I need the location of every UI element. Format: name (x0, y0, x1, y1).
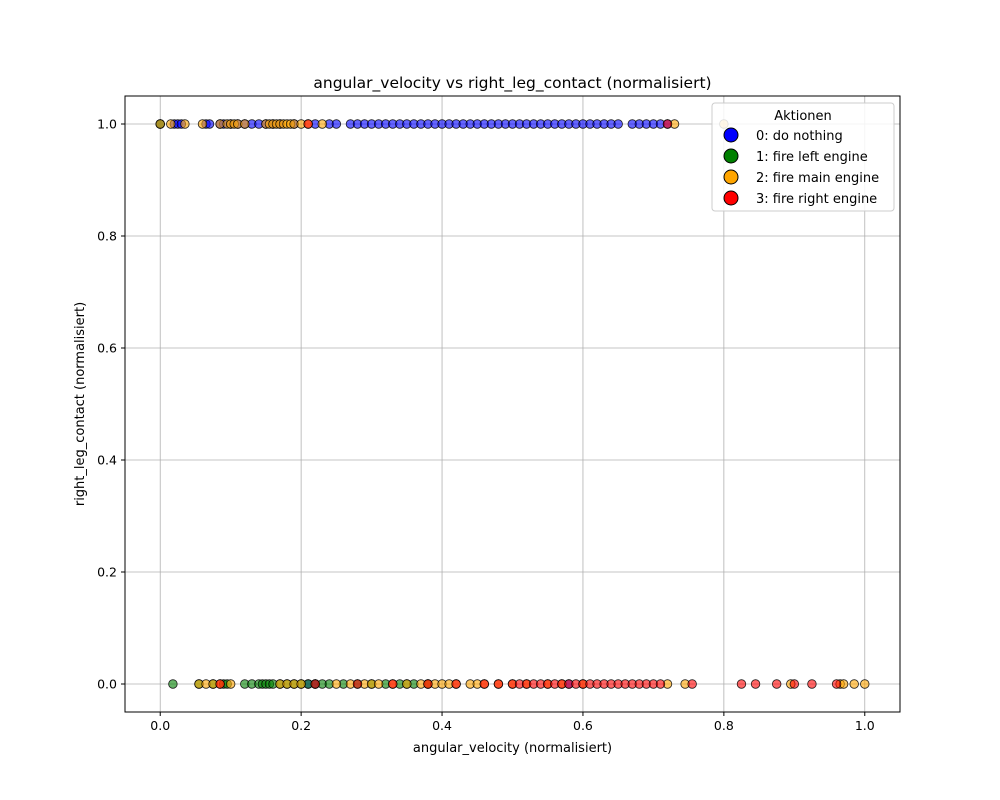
legend-marker-3 (723, 190, 739, 206)
x-tick-label: 0.6 (573, 718, 593, 733)
legend-marker-1 (723, 148, 739, 164)
legend-label-2: 2: fire main engine (756, 171, 879, 186)
data-point-series-3 (789, 679, 800, 689)
data-point-series-3 (750, 679, 761, 689)
y-tick-label: 0.4 (97, 453, 117, 468)
x-tick-label: 0.0 (150, 718, 170, 733)
data-point-series-3 (215, 679, 225, 689)
data-point-series-3 (687, 679, 697, 689)
data-point-series-2 (155, 119, 165, 129)
y-tick-label: 0.8 (97, 229, 117, 244)
y-tick-label: 0.2 (97, 565, 117, 580)
data-point-series-3 (451, 679, 461, 689)
data-point-series-3 (807, 679, 817, 689)
x-tick-label: 0.4 (432, 718, 452, 733)
y-tick-label: 1.0 (97, 117, 117, 132)
y-tick-label: 0.0 (97, 677, 117, 692)
legend: Aktionen 0: do nothing 1: fire left engi… (711, 102, 895, 212)
data-point-series-3 (352, 679, 363, 689)
legend-box (711, 102, 895, 212)
plot-frame (124, 95, 901, 713)
data-point-series-3 (655, 679, 666, 689)
data-point-series-1 (168, 679, 178, 689)
data-point-series-2 (317, 119, 327, 129)
y-tick-label: 0.6 (97, 341, 117, 356)
data-point-series-3 (388, 679, 398, 689)
data-points (155, 119, 870, 689)
chart-title: angular_velocity vs right_leg_contact (n… (313, 74, 711, 93)
data-point-series-2 (296, 679, 306, 689)
x-axis-label: angular_velocity (normalisiert) (413, 741, 612, 756)
data-point-series-3 (831, 679, 842, 689)
data-point-series-2 (402, 679, 412, 689)
grid (125, 96, 900, 712)
legend-label-3: 3: fire right engine (756, 192, 877, 207)
y-axis-label: right_leg_contact (normalisiert) (73, 302, 88, 506)
data-point-series-0 (613, 119, 623, 129)
legend-label-0: 0: do nothing (756, 129, 843, 144)
data-point-series-3 (493, 679, 504, 689)
data-point-series-3 (479, 679, 490, 689)
data-point-series-2 (849, 679, 859, 689)
x-tick-label: 0.2 (291, 718, 311, 733)
legend-label-1: 1: fire left engine (756, 150, 868, 165)
data-point-series-3 (310, 679, 320, 689)
data-point-series-3 (303, 119, 313, 129)
legend-title: Aktionen (774, 109, 832, 124)
legend-marker-0 (723, 127, 739, 143)
x-tick-label: 0.8 (714, 718, 734, 733)
data-point-series-2 (180, 119, 190, 129)
data-point-series-3 (423, 679, 433, 689)
data-point-series-3 (772, 679, 782, 689)
data-point-series-2 (197, 119, 208, 129)
legend-marker-2 (723, 169, 739, 185)
x-tick-label: 1.0 (855, 718, 875, 733)
axis-ticks: 0.0 0.2 0.4 0.6 0.8 1.0 0.0 0.2 0.4 0.6 0.8 1.0 (97, 117, 875, 734)
data-point-series-2 (240, 119, 250, 129)
data-point-series-2 (860, 679, 870, 689)
data-point-series-2 (331, 679, 342, 689)
data-point-series-3 (662, 119, 673, 129)
data-point-series-2 (225, 679, 236, 689)
data-point-series-3 (736, 679, 747, 689)
data-point-series-0 (331, 119, 342, 129)
data-point-series-2 (166, 119, 176, 129)
data-point-series-2 (373, 679, 384, 689)
